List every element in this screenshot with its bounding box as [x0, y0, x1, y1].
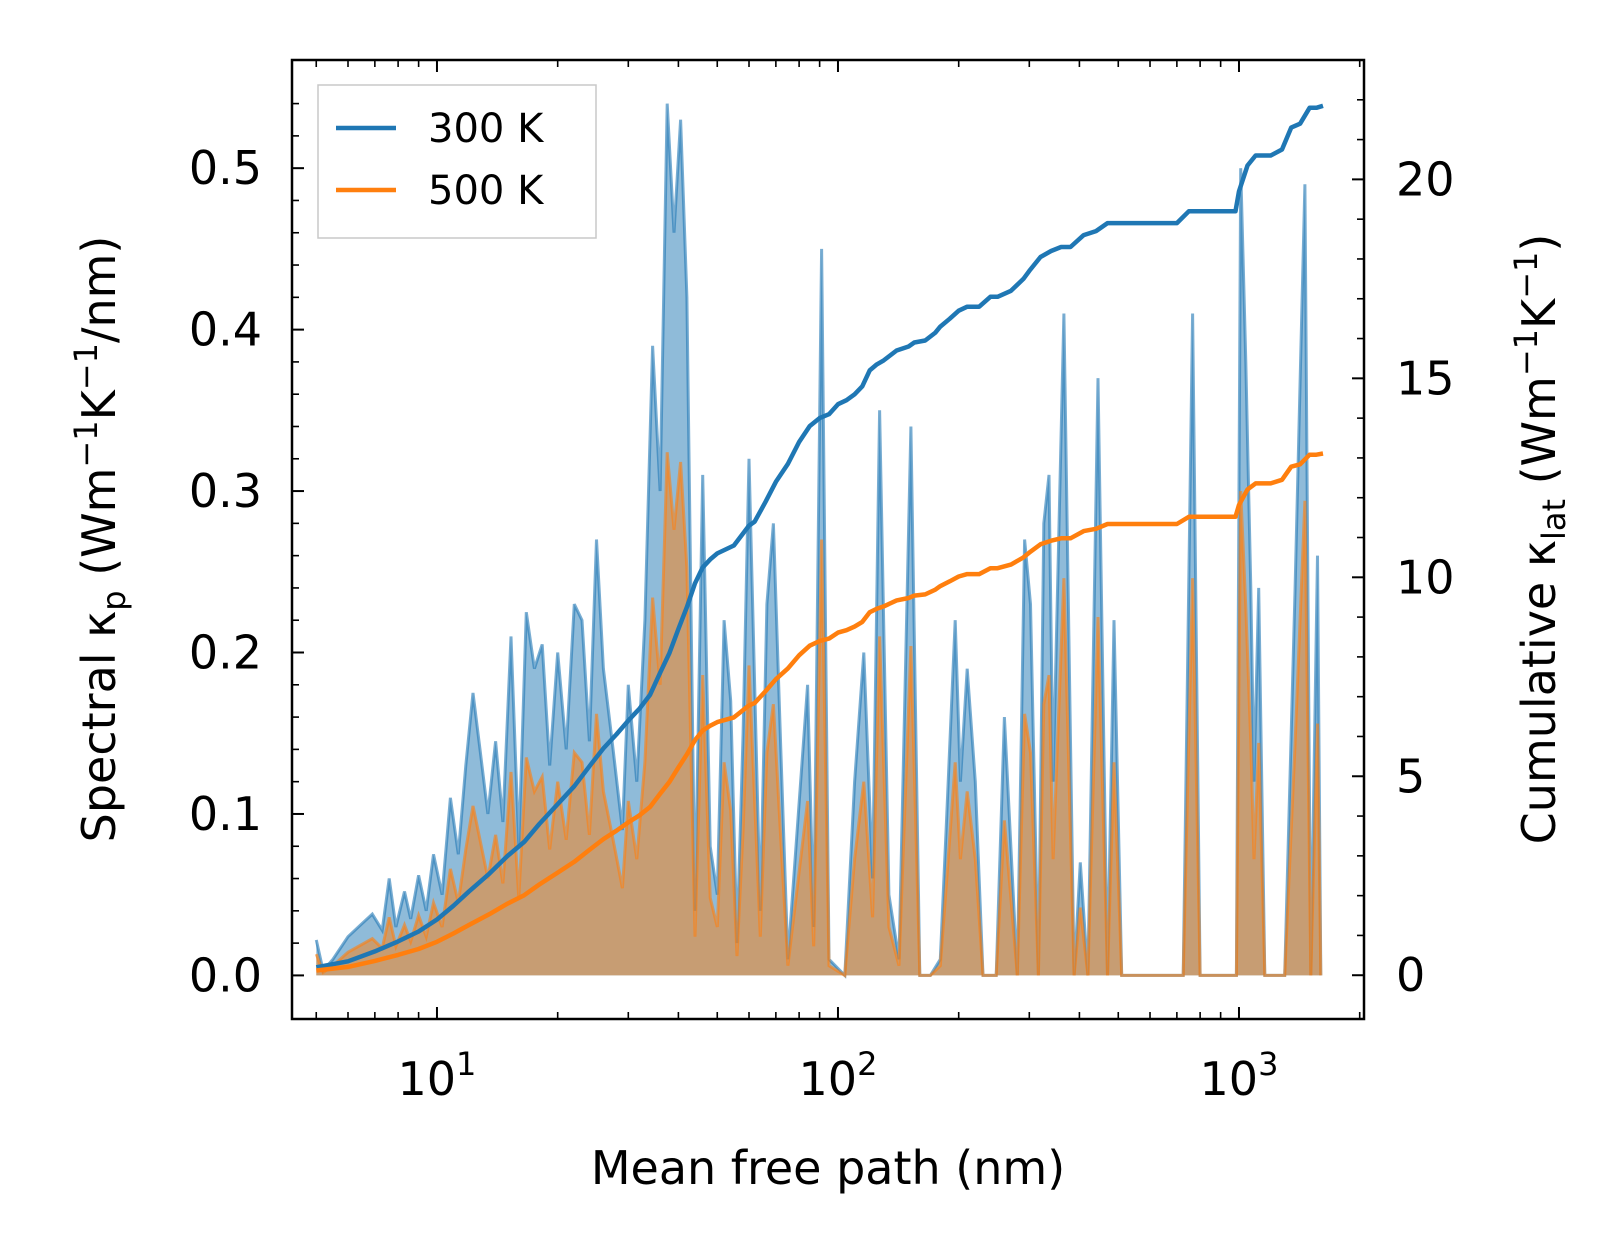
y-right-tick-label: 15 [1396, 351, 1455, 405]
plot-frame [290, 58, 1366, 1021]
spectral-fill-areas [314, 103, 1323, 979]
y-right-tick-label: 20 [1396, 152, 1455, 206]
spectral-500k-line [314, 452, 1323, 978]
legend-label-500k: 500 K [428, 168, 545, 214]
x-tick-exponent: 1 [456, 1045, 476, 1083]
cumulative-300k-line [315, 103, 1324, 970]
x-tick-label: 103 [1200, 1045, 1279, 1106]
legend: 300 K 500 K [317, 84, 597, 239]
y-left-tick-label: 0.4 [189, 303, 262, 357]
legend-label-300k: 300 K [428, 106, 545, 152]
y-left-title-end: /nm) [72, 236, 126, 343]
x-tick-base: 10 [398, 1052, 457, 1106]
y-left-title-sub: p [95, 590, 133, 610]
x-tick-label: 101 [398, 1045, 477, 1106]
y-left-tick-label: 0.5 [189, 141, 262, 195]
axis-ticks [292, 60, 1364, 1019]
y-right-title-sup2: −1 [1507, 252, 1545, 299]
y-right-axis-title: Cumulative κlat (Wm−1K−1) [1507, 234, 1573, 845]
y-left-title-sup1: −1 [67, 420, 105, 467]
y-left-title-prefix: Spectral κ [72, 611, 126, 843]
x-tick-exponent: 3 [1258, 1045, 1278, 1083]
y-right-tick-label: 5 [1396, 749, 1425, 803]
y-right-tick-label: 10 [1396, 550, 1455, 604]
x-axis-title: Mean free path (nm) [591, 1141, 1065, 1195]
series-lines [315, 103, 1324, 973]
y-right-title-sub: lat [1535, 499, 1573, 540]
y-right-title-mid: K [1512, 297, 1566, 329]
y-left-title-unit: (Wm [72, 468, 126, 591]
y-left-tick-label: 0.2 [189, 626, 262, 680]
x-tick-exponent: 2 [857, 1045, 877, 1083]
y-left-tick-label: 0.3 [189, 464, 262, 518]
x-tick-base: 10 [1200, 1052, 1259, 1106]
y-left-tick-label: 0.1 [189, 787, 262, 841]
x-tick-label: 102 [799, 1045, 878, 1106]
spectral-300k-line [314, 103, 1323, 979]
x-tick-base: 10 [799, 1052, 858, 1106]
y-left-title-sup2: −1 [67, 343, 105, 390]
y-left-tick-label: 0.0 [189, 948, 262, 1002]
legend-box [317, 84, 597, 239]
y-left-title-mid: K [72, 388, 126, 420]
y-right-title-prefix: Cumulative κ [1512, 540, 1566, 844]
y-right-tick-label: 0 [1396, 948, 1425, 1002]
y-right-title-sup1: −1 [1507, 329, 1545, 376]
y-right-title-unit: (Wm [1512, 376, 1566, 499]
y-right-title-end: ) [1512, 234, 1566, 252]
cumulative-500k-line [316, 451, 1324, 973]
y-left-axis-title: Spectral κp (Wm−1K−1/nm) [67, 236, 133, 843]
